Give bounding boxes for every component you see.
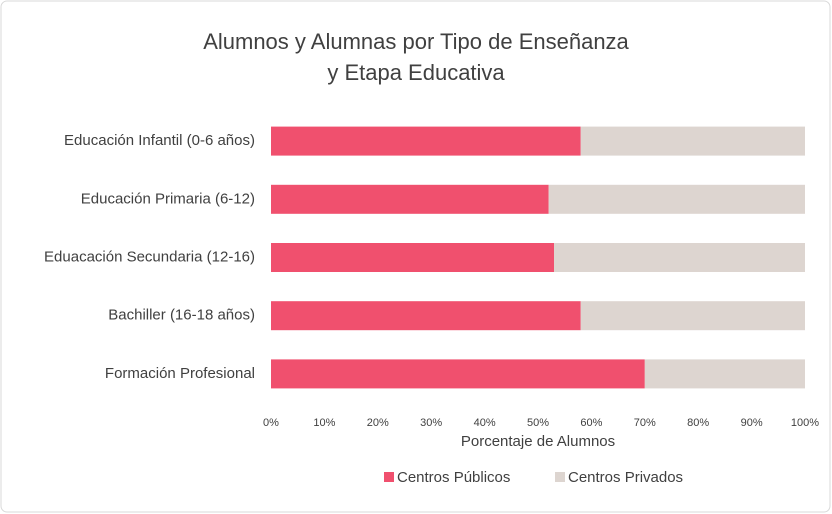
legend-label: Centros Privados <box>568 469 683 486</box>
bar-segment <box>554 243 805 272</box>
x-tick-label: 30% <box>420 417 442 429</box>
bar-segment <box>271 184 549 214</box>
y-tick-label: Educación Infantil (0-6 años) <box>64 132 255 149</box>
bar-segment <box>271 243 555 272</box>
x-tick-label: 10% <box>313 417 335 429</box>
x-tick-label: 90% <box>741 417 763 429</box>
legend-swatch <box>555 472 565 482</box>
bar-segment <box>271 359 645 389</box>
x-tick-label: 100% <box>791 417 819 429</box>
x-tick-label: 50% <box>527 417 549 429</box>
y-tick-label: Bachiller (16-18 años) <box>108 307 255 324</box>
x-axis-title: Porcentaje de Alumnos <box>461 433 615 450</box>
x-tick-label: 40% <box>474 417 496 429</box>
bar-segment <box>644 359 805 389</box>
y-tick-label: Eduacación Secundaria (12-16) <box>44 248 255 265</box>
bar-segment <box>271 301 581 331</box>
x-tick-label: 20% <box>367 417 389 429</box>
x-tick-label: 80% <box>687 417 709 429</box>
x-tick-label: 70% <box>634 417 656 429</box>
x-tick-label: 60% <box>580 417 602 429</box>
y-tick-label: Formación Profesional <box>105 365 255 382</box>
chart-title: Alumnos y Alumnas por Tipo de Enseñanza … <box>203 29 629 85</box>
bar-segment <box>548 184 805 214</box>
bar-segment <box>271 126 581 156</box>
legend-label: Centros Públicos <box>397 469 510 486</box>
x-tick-label: 0% <box>263 417 279 429</box>
y-tick-label: Educación Primaria (6-12) <box>81 190 255 207</box>
bar-segment <box>580 301 805 331</box>
bar-segment <box>580 126 805 156</box>
legend-swatch <box>384 472 394 482</box>
